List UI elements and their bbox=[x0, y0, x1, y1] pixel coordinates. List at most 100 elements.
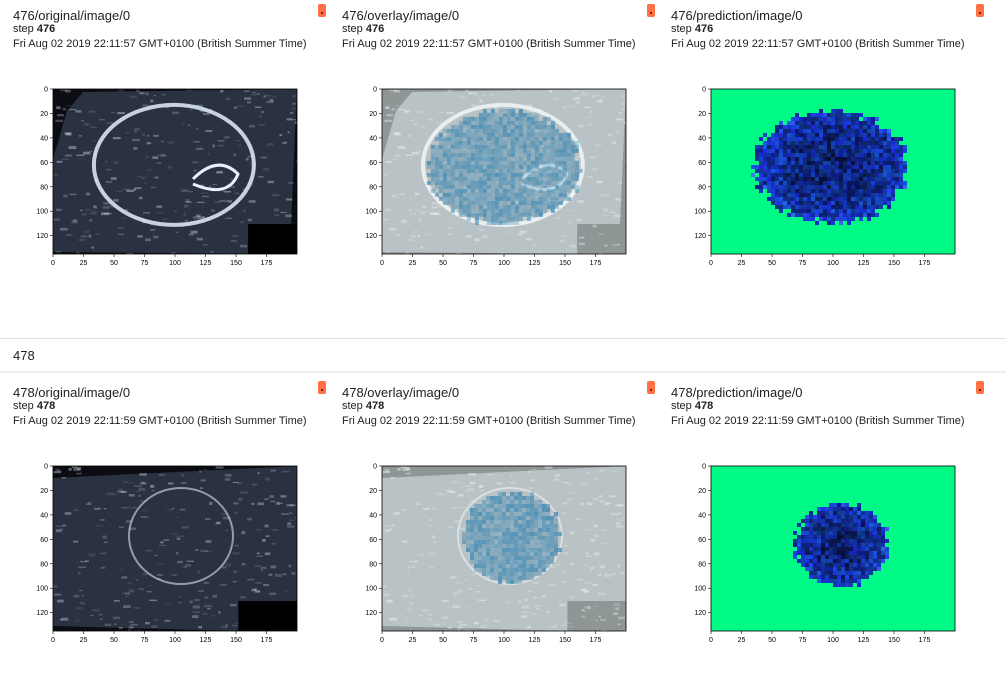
card-title: 476/original/image/0 bbox=[13, 8, 131, 23]
y-tick-label: 80 bbox=[698, 561, 706, 568]
group-label: 478 bbox=[13, 348, 35, 363]
tissue-region bbox=[53, 89, 297, 254]
x-tick-label: 100 bbox=[827, 637, 839, 644]
x-tick-label: 150 bbox=[888, 637, 900, 644]
y-tick-label: 120 bbox=[694, 610, 706, 617]
x-tick-label: 25 bbox=[80, 260, 88, 267]
x-tick-label: 25 bbox=[80, 637, 88, 644]
x-tick-label: 50 bbox=[110, 260, 118, 267]
tissue-region bbox=[53, 466, 297, 631]
x-tick-label: 0 bbox=[380, 637, 384, 644]
pin-icon[interactable] bbox=[318, 4, 326, 17]
y-tick-label: 120 bbox=[365, 610, 377, 617]
x-tick-label: 0 bbox=[709, 637, 713, 644]
image-card: 478/original/image/0 step 478 Fri Aug 02… bbox=[0, 377, 326, 677]
tissue-region bbox=[382, 89, 626, 254]
y-tick-label: 40 bbox=[369, 512, 377, 519]
image-card: 476/original/image/0 step 476 Fri Aug 02… bbox=[0, 0, 326, 300]
image-card: 476/prediction/image/0 step 476 Fri Aug … bbox=[658, 0, 984, 300]
group-divider bbox=[0, 338, 1006, 339]
x-tick-label: 50 bbox=[439, 637, 447, 644]
x-tick-label: 50 bbox=[768, 260, 776, 267]
y-tick-label: 100 bbox=[36, 209, 48, 216]
x-tick-label: 175 bbox=[590, 637, 602, 644]
y-tick-label: 120 bbox=[36, 233, 48, 240]
pin-icon[interactable] bbox=[647, 4, 655, 17]
y-tick-label: 100 bbox=[694, 209, 706, 216]
card-step: step 476 bbox=[342, 23, 384, 35]
x-tick-label: 25 bbox=[409, 637, 417, 644]
x-tick-label: 50 bbox=[439, 260, 447, 267]
x-tick-label: 0 bbox=[51, 260, 55, 267]
y-tick-label: 40 bbox=[698, 512, 706, 519]
card-title: 478/original/image/0 bbox=[13, 385, 131, 400]
y-tick-label: 20 bbox=[40, 111, 48, 118]
y-tick-label: 0 bbox=[44, 87, 48, 94]
card-title: 478/overlay/image/0 bbox=[342, 385, 460, 400]
group-divider bbox=[0, 371, 1006, 373]
x-tick-label: 25 bbox=[738, 637, 746, 644]
card-step: step 478 bbox=[342, 400, 384, 412]
y-tick-label: 100 bbox=[365, 586, 377, 593]
image-card: 478/prediction/image/0 step 478 Fri Aug … bbox=[658, 377, 984, 677]
x-tick-label: 0 bbox=[380, 260, 384, 267]
image-card: 478/overlay/image/0 step 478 Fri Aug 02 … bbox=[329, 377, 655, 677]
card-title: 478/prediction/image/0 bbox=[671, 385, 803, 400]
dark-corner bbox=[238, 601, 297, 631]
card-title: 476/prediction/image/0 bbox=[671, 8, 803, 23]
x-tick-label: 75 bbox=[141, 637, 149, 644]
step-prefix: step bbox=[671, 400, 692, 412]
x-tick-label: 75 bbox=[470, 260, 478, 267]
step-value: 476 bbox=[365, 23, 385, 35]
card-timestamp: Fri Aug 02 2019 22:11:59 GMT+0100 (Briti… bbox=[342, 415, 636, 427]
y-tick-label: 60 bbox=[40, 537, 48, 544]
y-tick-label: 80 bbox=[369, 184, 377, 191]
x-tick-label: 50 bbox=[768, 637, 776, 644]
pin-icon[interactable] bbox=[976, 381, 984, 394]
card-timestamp: Fri Aug 02 2019 22:11:57 GMT+0100 (Briti… bbox=[342, 38, 636, 50]
pin-icon[interactable] bbox=[647, 381, 655, 394]
x-tick-label: 0 bbox=[51, 637, 55, 644]
x-tick-label: 25 bbox=[738, 260, 746, 267]
x-tick-label: 125 bbox=[529, 637, 541, 644]
y-tick-label: 0 bbox=[373, 87, 377, 94]
step-prefix: step bbox=[13, 400, 34, 412]
x-tick-label: 75 bbox=[470, 637, 478, 644]
pin-icon[interactable] bbox=[976, 4, 984, 17]
overlay-image: 0 25 50 75 100 125 150 175 0 20 40 60 80 100 120 bbox=[365, 464, 627, 644]
x-tick-label: 125 bbox=[858, 260, 870, 267]
x-tick-label: 100 bbox=[169, 637, 181, 644]
x-tick-label: 150 bbox=[230, 260, 242, 267]
fetal-structure bbox=[191, 163, 240, 192]
y-tick-label: 20 bbox=[698, 488, 706, 495]
y-tick-label: 100 bbox=[36, 586, 48, 593]
card-step: step 478 bbox=[13, 400, 55, 412]
image-card: 476/overlay/image/0 step 476 Fri Aug 02 … bbox=[329, 0, 655, 300]
x-tick-label: 150 bbox=[559, 260, 571, 267]
prediction-image: 0 25 50 75 100 125 150 175 0 20 40 60 80 100 120 bbox=[694, 87, 956, 267]
y-tick-label: 40 bbox=[40, 512, 48, 519]
x-tick-label: 50 bbox=[110, 637, 118, 644]
pin-icon[interactable] bbox=[318, 381, 326, 394]
x-tick-label: 175 bbox=[919, 260, 931, 267]
y-tick-label: 40 bbox=[40, 135, 48, 142]
y-tick-label: 0 bbox=[44, 464, 48, 471]
y-tick-label: 60 bbox=[698, 537, 706, 544]
card-timestamp: Fri Aug 02 2019 22:11:57 GMT+0100 (Briti… bbox=[671, 38, 965, 50]
x-tick-label: 100 bbox=[498, 260, 510, 267]
step-prefix: step bbox=[671, 23, 692, 35]
ultrasound-image: 0 25 50 75 100 125 150 175 0 20 40 60 80 100 120 bbox=[36, 464, 298, 644]
card-timestamp: Fri Aug 02 2019 22:11:57 GMT+0100 (Briti… bbox=[13, 38, 307, 50]
y-tick-label: 60 bbox=[369, 537, 377, 544]
y-tick-label: 80 bbox=[698, 184, 706, 191]
card-step: step 476 bbox=[13, 23, 55, 35]
y-tick-label: 20 bbox=[369, 488, 377, 495]
card-step: step 478 bbox=[671, 400, 713, 412]
y-tick-label: 80 bbox=[40, 184, 48, 191]
x-tick-label: 150 bbox=[888, 260, 900, 267]
x-tick-label: 125 bbox=[200, 637, 212, 644]
card-timestamp: Fri Aug 02 2019 22:11:59 GMT+0100 (Briti… bbox=[13, 415, 307, 427]
x-tick-label: 175 bbox=[919, 637, 931, 644]
skull-outline bbox=[91, 102, 256, 227]
x-tick-label: 100 bbox=[169, 260, 181, 267]
